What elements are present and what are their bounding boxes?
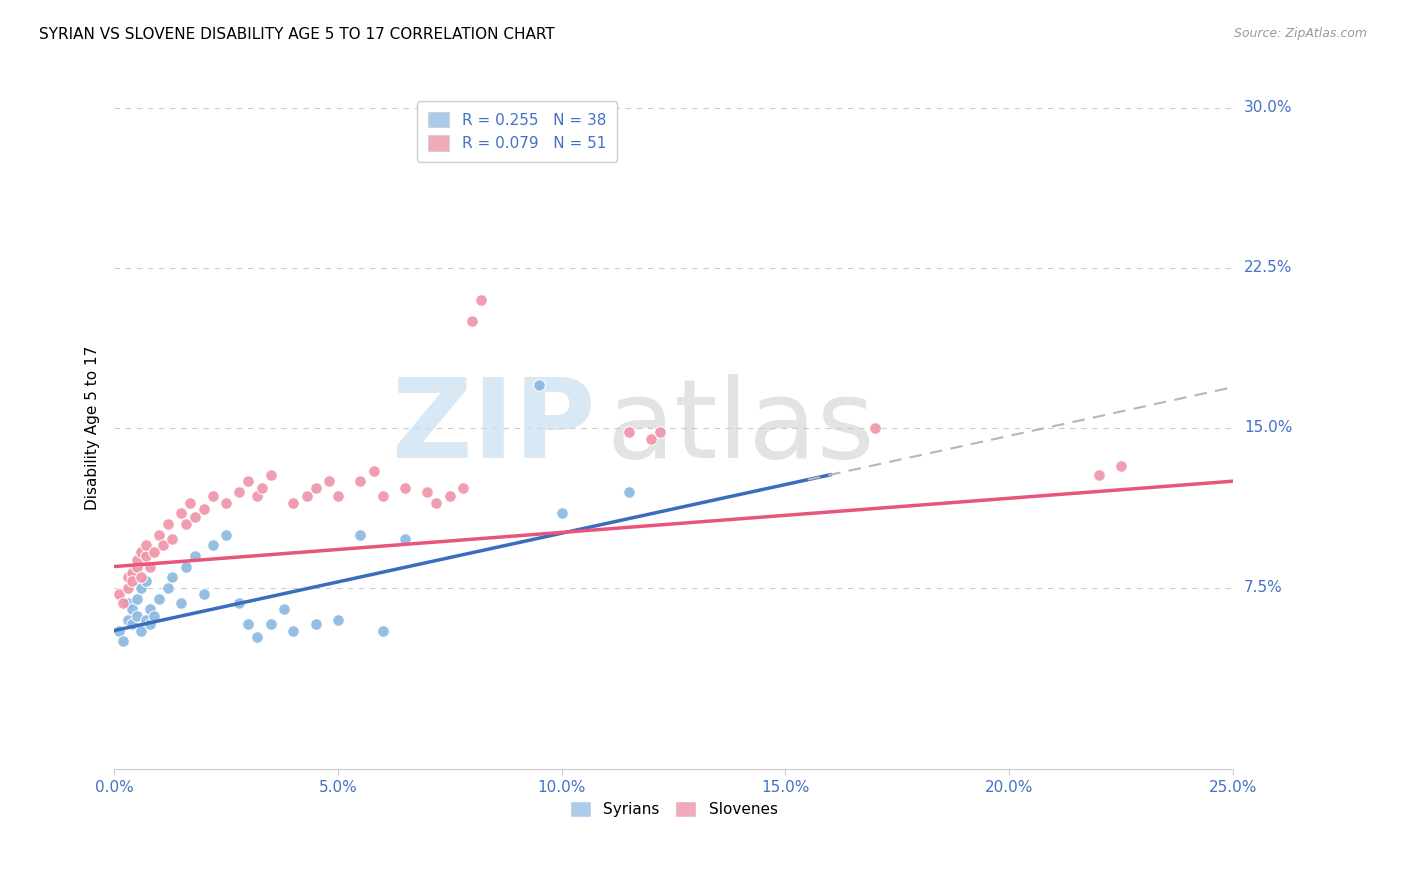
Y-axis label: Disability Age 5 to 17: Disability Age 5 to 17 [86,346,100,510]
Point [174,516,197,531]
Point [371,624,394,638]
Point [117,581,139,595]
Point [1087,467,1109,482]
Point [250,481,273,495]
Point [184,510,207,524]
Point [170,506,193,520]
Text: SYRIAN VS SLOVENE DISABILITY AGE 5 TO 17 CORRELATION CHART: SYRIAN VS SLOVENE DISABILITY AGE 5 TO 17… [39,27,555,42]
Point [394,532,416,546]
Point [283,624,305,638]
Point [318,474,340,488]
Point [529,378,551,392]
Point [125,559,148,574]
Point [121,602,143,616]
Point [260,467,283,482]
Point [139,559,162,574]
Point [439,489,461,503]
Point [470,293,492,307]
Point [394,481,416,495]
Point [246,489,269,503]
Point [416,484,439,499]
Point [134,549,156,563]
Text: atlas: atlas [606,375,875,482]
Point [112,634,135,648]
Point [143,544,166,558]
Point [363,463,385,477]
Point [143,608,166,623]
Point [326,489,349,503]
Point [117,596,139,610]
Point [134,613,156,627]
Point [162,532,184,546]
Point [121,566,143,580]
Point [121,574,143,589]
Point [193,587,215,601]
Point [215,495,238,509]
Point [617,425,640,439]
Point [125,608,148,623]
Point [174,559,197,574]
Point [201,538,224,552]
Point [179,495,201,509]
Point [425,495,447,509]
Point [112,596,135,610]
Point [107,587,129,601]
Text: ZIP: ZIP [392,375,595,482]
Point [162,570,184,584]
Point [129,544,152,558]
Point [152,538,174,552]
Point [349,527,371,541]
Point [184,549,207,563]
Point [650,425,672,439]
Point [148,527,170,541]
Point [121,617,143,632]
Point [326,613,349,627]
Point [117,570,139,584]
Point [246,630,269,644]
Point [139,617,162,632]
Point [349,474,371,488]
Text: Source: ZipAtlas.com: Source: ZipAtlas.com [1233,27,1367,40]
Point [156,581,179,595]
Point [170,596,193,610]
Point [295,489,318,503]
Point [260,617,283,632]
Point [134,538,156,552]
Point [461,314,484,328]
Text: 7.5%: 7.5% [1244,581,1282,595]
Point [283,495,305,509]
Point [617,484,640,499]
Point [451,481,474,495]
Point [228,484,250,499]
Point [201,489,224,503]
Point [640,432,662,446]
Point [107,624,129,638]
Point [134,574,156,589]
Point [129,624,152,638]
Point [273,602,295,616]
Point [156,516,179,531]
Text: 30.0%: 30.0% [1244,100,1292,115]
Point [215,527,238,541]
Point [148,591,170,606]
Point [238,474,260,488]
Point [129,581,152,595]
Point [139,602,162,616]
Point [238,617,260,632]
Point [371,489,394,503]
Point [228,596,250,610]
Point [304,481,326,495]
Text: 15.0%: 15.0% [1244,420,1292,435]
Point [1109,459,1132,474]
Point [193,502,215,516]
Point [863,421,886,435]
Point [117,613,139,627]
Point [551,506,574,520]
Point [304,617,326,632]
Point [125,553,148,567]
Text: 22.5%: 22.5% [1244,260,1292,276]
Point [129,570,152,584]
Point [125,591,148,606]
Legend: Syrians, Slovenes: Syrians, Slovenes [564,795,783,823]
